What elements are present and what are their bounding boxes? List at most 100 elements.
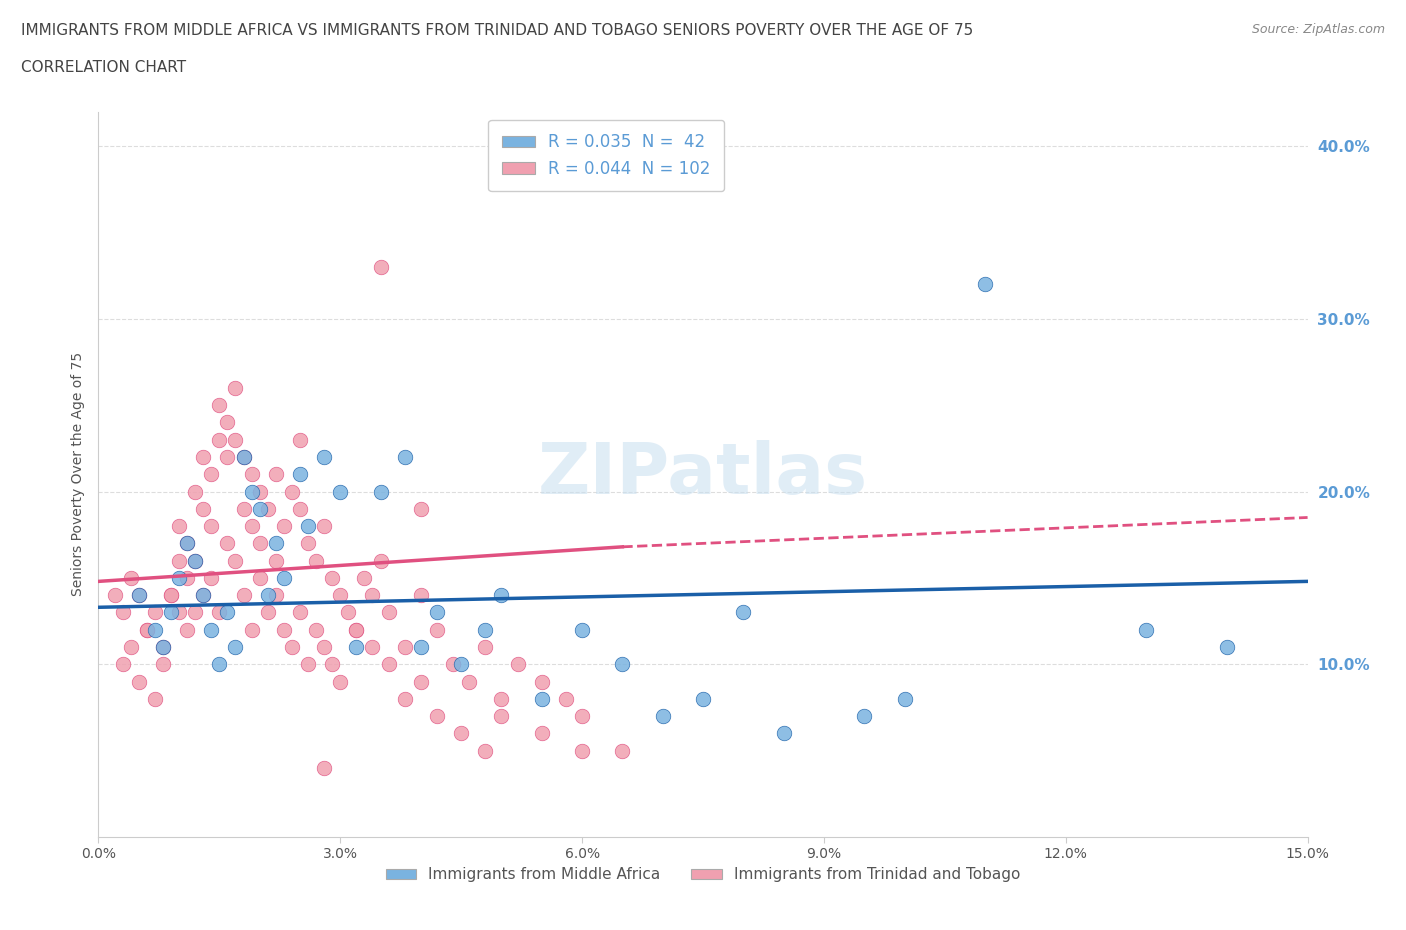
Point <box>441 657 464 671</box>
Point <box>692 691 714 706</box>
Point <box>103 588 125 603</box>
Point <box>314 519 336 534</box>
Point <box>240 519 263 534</box>
Text: CORRELATION CHART: CORRELATION CHART <box>21 60 186 75</box>
Point <box>772 726 794 741</box>
Point <box>361 588 384 603</box>
Text: ZIPatlas: ZIPatlas <box>538 440 868 509</box>
Point <box>314 761 336 776</box>
Point <box>160 605 183 620</box>
Point <box>394 640 416 655</box>
Point <box>200 467 222 482</box>
Point <box>651 709 673 724</box>
Point <box>893 691 915 706</box>
Point <box>571 709 593 724</box>
Point <box>224 640 246 655</box>
Point <box>249 536 271 551</box>
Point <box>344 622 367 637</box>
Point <box>281 485 304 499</box>
Point <box>394 449 416 464</box>
Point <box>217 415 239 430</box>
Point <box>232 449 254 464</box>
Point <box>329 485 352 499</box>
Point <box>377 657 399 671</box>
Text: Source: ZipAtlas.com: Source: ZipAtlas.com <box>1251 23 1385 36</box>
Point <box>167 519 190 534</box>
Point <box>458 674 481 689</box>
Point <box>530 674 553 689</box>
Point <box>135 622 157 637</box>
Point <box>450 657 472 671</box>
Point <box>491 691 513 706</box>
Point <box>297 657 319 671</box>
Point <box>571 622 593 637</box>
Point <box>128 588 150 603</box>
Point <box>256 605 278 620</box>
Point <box>193 501 215 516</box>
Point <box>409 674 432 689</box>
Point <box>571 743 593 758</box>
Point <box>193 449 215 464</box>
Point <box>297 536 319 551</box>
Point <box>232 501 254 516</box>
Point <box>176 536 198 551</box>
Point <box>344 622 367 637</box>
Point <box>240 622 263 637</box>
Point <box>184 605 207 620</box>
Point <box>314 449 336 464</box>
Point <box>506 657 529 671</box>
Point <box>135 622 157 637</box>
Legend: Immigrants from Middle Africa, Immigrants from Trinidad and Tobago: Immigrants from Middle Africa, Immigrant… <box>374 856 1032 895</box>
Point <box>184 553 207 568</box>
Point <box>167 570 190 585</box>
Point <box>329 588 352 603</box>
Point <box>249 501 271 516</box>
Point <box>612 743 634 758</box>
Point <box>305 553 328 568</box>
Point <box>314 640 336 655</box>
Point <box>344 640 367 655</box>
Point <box>224 553 246 568</box>
Point <box>273 570 295 585</box>
Point <box>273 622 295 637</box>
Point <box>329 674 352 689</box>
Point <box>370 485 392 499</box>
Point <box>193 588 215 603</box>
Point <box>281 640 304 655</box>
Point <box>208 398 231 413</box>
Point <box>474 640 496 655</box>
Point <box>370 259 392 274</box>
Point <box>160 588 183 603</box>
Point <box>264 536 287 551</box>
Point <box>143 605 166 620</box>
Point <box>184 485 207 499</box>
Point <box>409 640 432 655</box>
Point <box>555 691 578 706</box>
Point <box>321 570 343 585</box>
Point <box>160 588 183 603</box>
Point <box>208 432 231 447</box>
Point <box>1135 622 1157 637</box>
Point <box>200 519 222 534</box>
Point <box>974 277 997 292</box>
Point <box>305 622 328 637</box>
Point <box>208 657 231 671</box>
Point <box>264 553 287 568</box>
Point <box>353 570 375 585</box>
Point <box>426 605 449 620</box>
Point <box>264 467 287 482</box>
Point <box>152 640 174 655</box>
Point <box>176 536 198 551</box>
Point <box>176 570 198 585</box>
Point <box>249 570 271 585</box>
Point <box>474 743 496 758</box>
Point <box>224 380 246 395</box>
Point <box>491 588 513 603</box>
Point <box>193 588 215 603</box>
Point <box>530 726 553 741</box>
Point <box>217 536 239 551</box>
Point <box>256 588 278 603</box>
Point <box>853 709 876 724</box>
Point <box>184 553 207 568</box>
Point <box>200 622 222 637</box>
